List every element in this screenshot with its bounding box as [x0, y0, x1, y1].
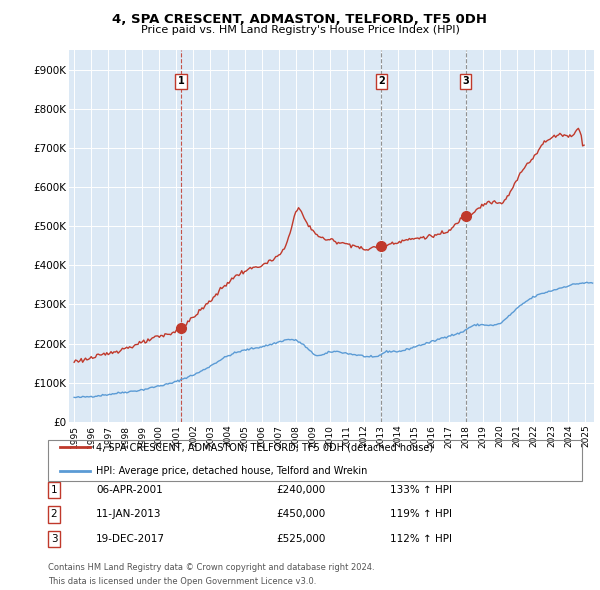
- Text: Contains HM Land Registry data © Crown copyright and database right 2024.: Contains HM Land Registry data © Crown c…: [48, 563, 374, 572]
- Text: 4, SPA CRESCENT, ADMASTON, TELFORD, TF5 0DH: 4, SPA CRESCENT, ADMASTON, TELFORD, TF5 …: [113, 13, 487, 26]
- Text: 4, SPA CRESCENT, ADMASTON, TELFORD, TF5 0DH (detached house): 4, SPA CRESCENT, ADMASTON, TELFORD, TF5 …: [96, 442, 433, 452]
- Text: 119% ↑ HPI: 119% ↑ HPI: [390, 510, 452, 519]
- Text: £525,000: £525,000: [276, 535, 325, 544]
- Text: £240,000: £240,000: [276, 485, 325, 494]
- Text: 19-DEC-2017: 19-DEC-2017: [96, 535, 165, 544]
- Text: This data is licensed under the Open Government Licence v3.0.: This data is licensed under the Open Gov…: [48, 576, 316, 586]
- Text: 1: 1: [50, 485, 58, 494]
- Text: 11-JAN-2013: 11-JAN-2013: [96, 510, 161, 519]
- Text: 3: 3: [462, 77, 469, 87]
- Text: £450,000: £450,000: [276, 510, 325, 519]
- Text: 1: 1: [178, 77, 184, 87]
- Text: 06-APR-2001: 06-APR-2001: [96, 485, 163, 494]
- Text: 112% ↑ HPI: 112% ↑ HPI: [390, 535, 452, 544]
- Text: 3: 3: [50, 535, 58, 544]
- Text: 133% ↑ HPI: 133% ↑ HPI: [390, 485, 452, 494]
- Text: Price paid vs. HM Land Registry's House Price Index (HPI): Price paid vs. HM Land Registry's House …: [140, 25, 460, 35]
- Text: 2: 2: [50, 510, 58, 519]
- Text: HPI: Average price, detached house, Telford and Wrekin: HPI: Average price, detached house, Telf…: [96, 466, 367, 476]
- Text: 2: 2: [378, 77, 385, 87]
